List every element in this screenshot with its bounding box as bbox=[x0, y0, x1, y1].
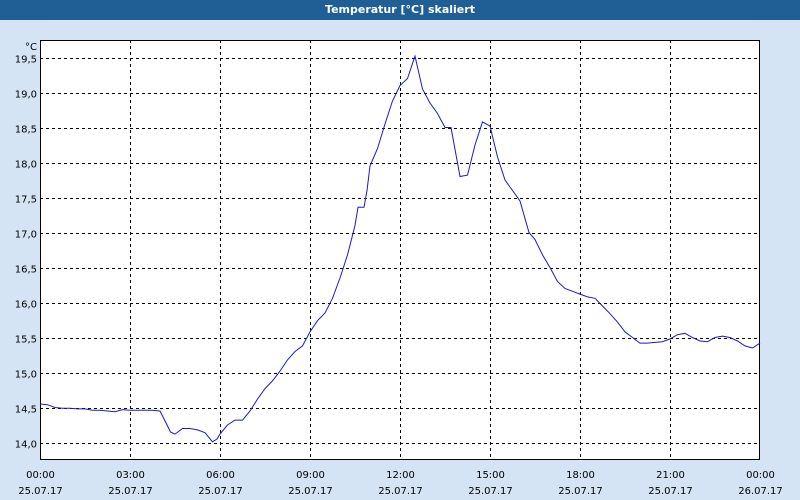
y-tick-label: 16,0 bbox=[15, 300, 37, 311]
y-axis: 14,0 14,5 15,0 15,5 16,0 16,5 17,0 17,5 18,0 18,5… bbox=[15, 55, 37, 451]
x-tick-label-date: 25.07.17 bbox=[108, 486, 153, 497]
y-tick-label: 17,5 bbox=[15, 195, 37, 206]
x-tick-label-date: 25.07.17 bbox=[198, 486, 243, 497]
series-line bbox=[39, 54, 761, 443]
y-tick-label: 19,5 bbox=[15, 55, 37, 66]
series-group bbox=[39, 54, 761, 443]
grid bbox=[40, 40, 760, 460]
x-tick-label-time: 09:00 bbox=[296, 470, 325, 481]
y-tick-label: 17,0 bbox=[15, 230, 37, 241]
x-tick-label-date: 26.07.17 bbox=[738, 486, 783, 497]
x-tick-label-time: 06:00 bbox=[206, 470, 235, 481]
x-tick-label-date: 25.07.17 bbox=[378, 486, 423, 497]
x-tick-label-time: 21:00 bbox=[656, 470, 685, 481]
plot-border bbox=[40, 40, 760, 460]
y-tick-label: 18,5 bbox=[15, 125, 37, 136]
y-tick-label: 18,0 bbox=[15, 160, 37, 171]
y-tick-label: 15,0 bbox=[15, 370, 37, 381]
x-tick-label-date: 25.07.17 bbox=[648, 486, 693, 497]
y-tick-label: 15,5 bbox=[15, 335, 37, 346]
x-tick-label-date: 25.07.17 bbox=[18, 486, 63, 497]
x-tick-label-time: 12:00 bbox=[386, 470, 415, 481]
x-tick-label-time: 18:00 bbox=[566, 470, 595, 481]
x-tick-label-date: 25.07.17 bbox=[288, 486, 333, 497]
x-tick-label-date: 25.07.17 bbox=[558, 486, 603, 497]
y-tick-label: 19,0 bbox=[15, 90, 37, 101]
y-tick-label: 14,0 bbox=[15, 440, 37, 451]
chart-title: Temperatur [°C] skaliert bbox=[0, 0, 800, 20]
x-tick-label-time: 00:00 bbox=[746, 470, 775, 481]
x-tick-label-time: 15:00 bbox=[476, 470, 505, 481]
y-tick-label: 14,5 bbox=[15, 405, 37, 416]
x-axis: 00:00 25.07.17 03:00 25.07.17 06:00 25.07.17 0… bbox=[18, 470, 783, 497]
x-tick-label-date: 25.07.17 bbox=[468, 486, 513, 497]
y-tick-label: 16,5 bbox=[15, 265, 37, 276]
y-axis-unit-label: °C bbox=[25, 42, 37, 53]
x-tick-label-time: 03:00 bbox=[116, 470, 145, 481]
x-tick-label-time: 00:00 bbox=[26, 470, 55, 481]
